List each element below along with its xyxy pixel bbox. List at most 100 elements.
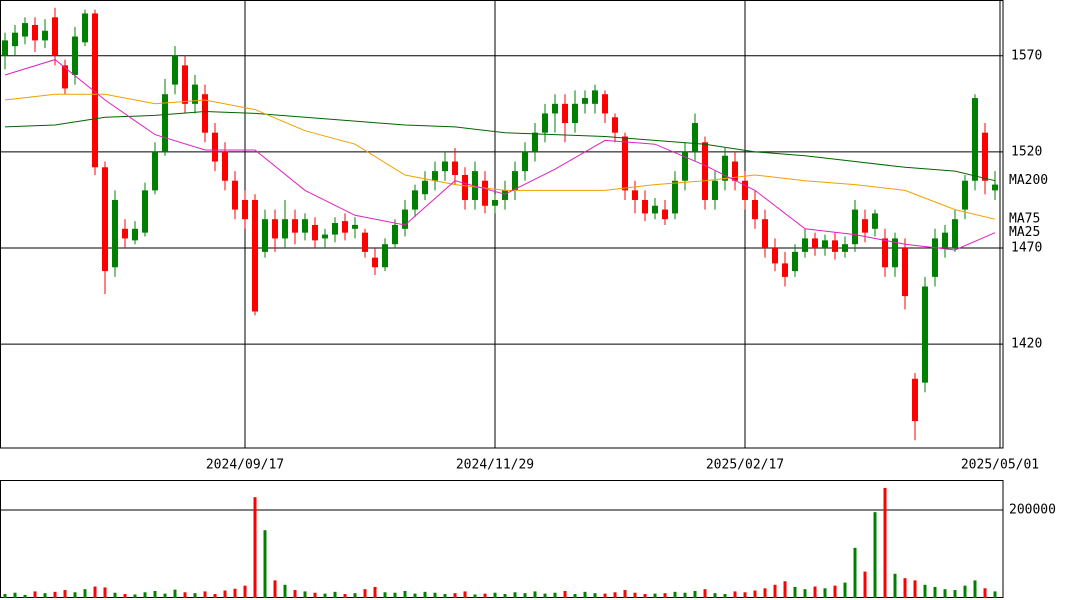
candle-body	[302, 219, 308, 233]
candle-body	[682, 151, 688, 181]
candle-body	[982, 132, 988, 181]
candle-body	[182, 65, 188, 104]
volume-bar	[973, 580, 977, 598]
candle-body	[412, 190, 418, 210]
candle-body	[932, 238, 938, 277]
volume-bar	[333, 591, 337, 598]
candle-body	[892, 238, 898, 268]
candle-body	[392, 224, 398, 245]
candle-body	[362, 232, 368, 252]
volume-bar	[63, 590, 67, 598]
volume-bar	[283, 584, 287, 598]
volume-bar	[553, 592, 557, 598]
candle-body	[112, 199, 118, 268]
candle-body	[832, 240, 838, 252]
candle-body	[482, 180, 488, 206]
volume-bar	[73, 592, 77, 598]
candle-body	[372, 257, 378, 268]
candle-body	[232, 180, 238, 210]
volume-bar	[993, 591, 997, 598]
volume-panel-frame	[0, 480, 1004, 598]
volume-bar	[513, 592, 517, 598]
candle-body	[782, 263, 788, 277]
volume-bar	[563, 590, 567, 598]
y-tick-label: 1420	[1011, 337, 1042, 352]
candle-body	[472, 171, 478, 200]
price-panel-frame	[0, 0, 1004, 449]
volume-bar	[403, 590, 407, 598]
candle-body	[632, 190, 638, 200]
y-tick-label: 1520	[1011, 144, 1042, 159]
volume-bar	[883, 487, 887, 598]
candle-body	[812, 238, 818, 249]
candle-body	[452, 161, 458, 175]
volume-bar	[703, 589, 707, 598]
candle-body	[462, 174, 468, 200]
candle-body	[282, 219, 288, 239]
volume-bar	[603, 593, 607, 598]
candle-body	[122, 228, 128, 239]
candle-body	[622, 136, 628, 191]
volume-bar	[683, 592, 687, 598]
volume-bar	[773, 584, 777, 598]
volume-bar	[423, 591, 427, 598]
candle-body	[842, 244, 848, 252]
volume-bar	[823, 588, 827, 598]
candle-body	[992, 184, 998, 191]
volume-bar	[3, 594, 7, 598]
candle-body	[502, 190, 508, 200]
volume-bar	[753, 590, 757, 598]
volume-bar	[33, 591, 37, 598]
candle-body	[692, 123, 698, 152]
volume-bar	[163, 593, 167, 598]
volume-bar	[853, 547, 857, 598]
volume-bar	[573, 594, 577, 598]
volume-bar	[343, 594, 347, 598]
candle-body	[672, 180, 678, 214]
candle-body	[162, 94, 168, 152]
candle-body	[62, 65, 68, 89]
candle-body	[592, 90, 598, 104]
volume-bar	[833, 585, 837, 598]
volume-bar	[53, 591, 57, 598]
candle-body	[2, 40, 8, 56]
candle-body	[382, 244, 388, 268]
candle-body	[852, 209, 858, 245]
candle-body	[602, 94, 608, 114]
moving-average-line	[4, 59, 996, 251]
volume-bar	[153, 590, 157, 598]
volume-bar	[803, 589, 807, 598]
volume-bar	[413, 593, 417, 598]
candle-body	[292, 219, 298, 233]
candle-body	[562, 103, 568, 124]
candle-body	[772, 248, 778, 264]
candle-body	[82, 13, 88, 43]
candle-body	[532, 132, 538, 152]
volume-bar	[583, 591, 587, 598]
volume-bar	[193, 593, 197, 598]
volume-bar	[473, 594, 477, 598]
volume-bar	[943, 589, 947, 598]
candle-body	[342, 221, 348, 233]
candle-body	[492, 199, 498, 206]
candle-body	[542, 113, 548, 133]
candle-body	[942, 232, 948, 249]
volume-bar	[93, 586, 97, 598]
candle-body	[762, 219, 768, 249]
candle-body	[272, 219, 278, 239]
volume-bar	[953, 590, 957, 598]
volume-bar	[983, 588, 987, 598]
candle-body	[212, 132, 218, 162]
volume-bar	[143, 592, 147, 598]
candle-body	[662, 209, 668, 220]
volume-bar	[543, 593, 547, 598]
volume-bar	[653, 593, 657, 598]
candle-body	[442, 161, 448, 172]
candle-body	[582, 98, 588, 104]
candle-body	[612, 117, 618, 133]
volume-bar	[923, 584, 927, 598]
volume-bar	[323, 593, 327, 598]
candle-body	[262, 219, 268, 252]
candle-body	[192, 84, 198, 104]
